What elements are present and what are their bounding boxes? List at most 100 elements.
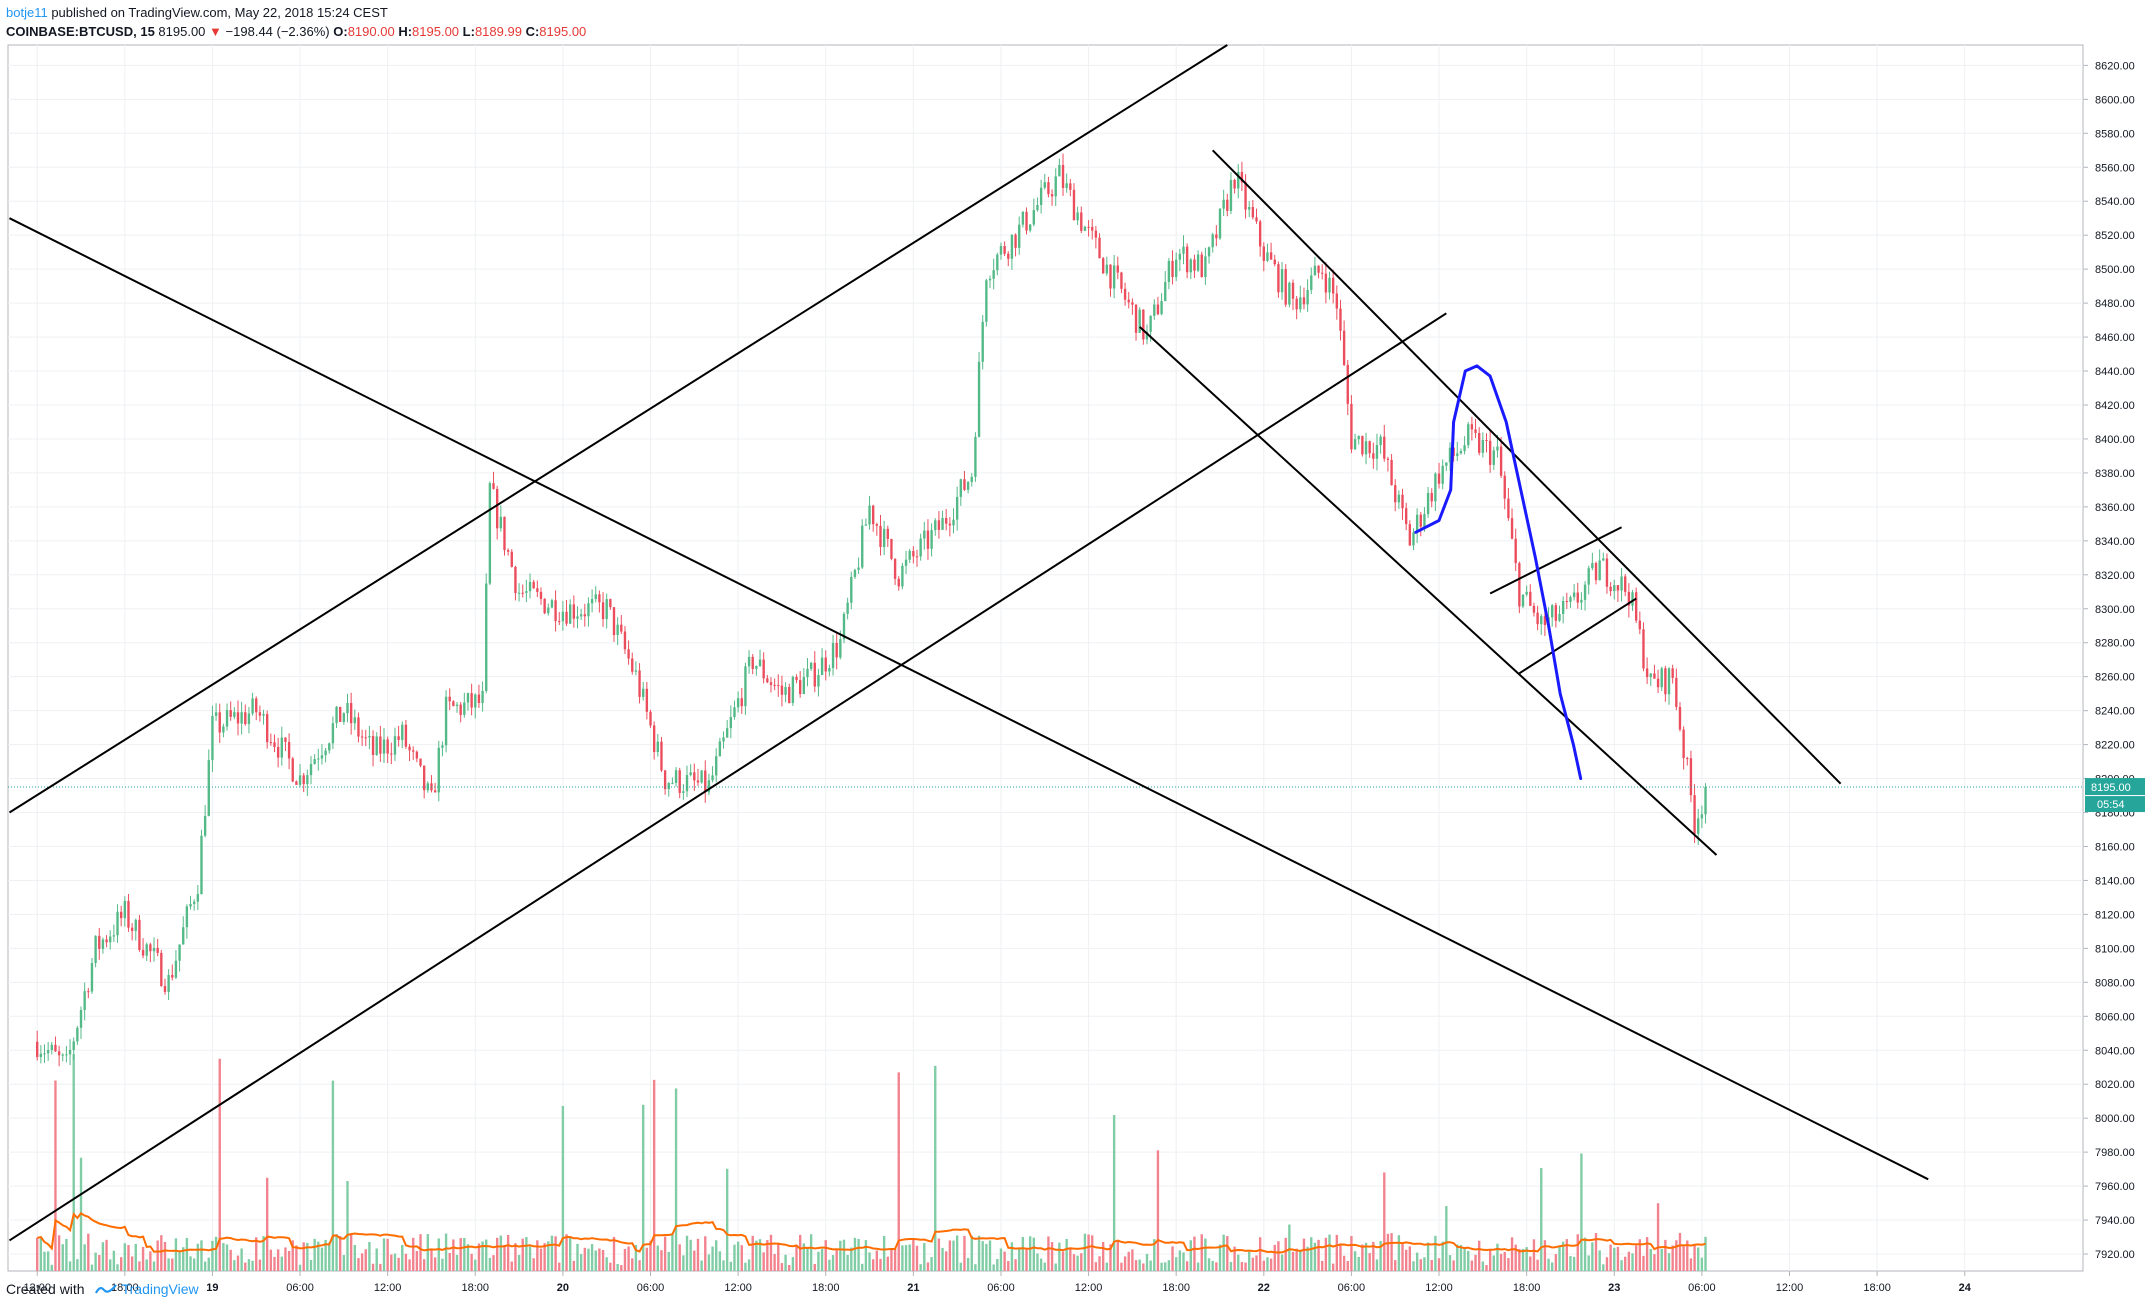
countdown-tag-text: 05:54 — [2097, 799, 2125, 811]
candle-body — [802, 677, 806, 695]
candle-body — [368, 736, 371, 738]
candle-body — [1463, 445, 1466, 452]
price-axis[interactable]: 7920.00 7940.00 7960.00 7980.00 8000.00 8020.… — [2083, 60, 2135, 1261]
volume-bar — [1109, 1244, 1112, 1271]
candle-body — [696, 780, 700, 783]
volume-bar — [156, 1240, 159, 1271]
volume-bar — [1164, 1262, 1167, 1271]
tradingview-link[interactable]: TradingView — [94, 1281, 199, 1297]
volume-bar — [1397, 1235, 1401, 1271]
candle-body — [1521, 594, 1525, 607]
candle-body — [401, 724, 404, 740]
candle-body — [1529, 591, 1532, 606]
volume-bar — [934, 1065, 937, 1271]
candle-body — [820, 657, 824, 676]
candle-body — [98, 935, 101, 949]
volume-bar — [671, 1233, 674, 1271]
time-axis[interactable]: 12:00 18:00 19 06:00 12:00 18:00 20 06:00 12:00 1… — [23, 1271, 1972, 1294]
volume-bar — [1430, 1259, 1433, 1271]
volume-bar — [901, 1245, 904, 1271]
candle-body — [897, 578, 900, 587]
volume-bar — [178, 1251, 181, 1271]
volume-bar — [744, 1262, 747, 1271]
volume-bar — [1010, 1242, 1014, 1271]
candle-body — [1682, 729, 1685, 759]
volume-bar — [287, 1251, 291, 1271]
volume-bar — [740, 1245, 743, 1271]
candle-body — [861, 525, 864, 568]
candle-body — [1255, 217, 1258, 222]
volume-bar — [481, 1241, 484, 1271]
time-tick-label: 12:00 — [23, 1282, 51, 1294]
volume-bar — [1525, 1247, 1528, 1271]
volume-bar — [207, 1257, 210, 1271]
candle-body — [1503, 475, 1506, 499]
volume-bar — [90, 1264, 94, 1271]
candle-body — [744, 666, 747, 707]
candle-body — [1028, 224, 1032, 231]
candle-body — [536, 588, 539, 592]
candle-body — [463, 702, 466, 715]
volume-bar — [1518, 1248, 1521, 1271]
candle-body — [857, 567, 860, 570]
candle-body — [1456, 453, 1459, 456]
candle-body — [1481, 440, 1485, 453]
volume-bar — [1255, 1255, 1258, 1271]
candle-body — [1043, 182, 1046, 188]
volume-bar — [1127, 1251, 1130, 1271]
candle-body — [295, 781, 298, 785]
candle-body — [1642, 629, 1645, 669]
candle-body — [612, 607, 616, 636]
candle-body — [1346, 364, 1349, 404]
candle-body — [966, 481, 970, 490]
volume-bar — [853, 1237, 857, 1271]
volume-bar — [868, 1252, 871, 1271]
volume-bar — [897, 1072, 900, 1271]
volume-bar — [1616, 1246, 1620, 1271]
volume-bar — [269, 1249, 273, 1271]
volume-bar — [1350, 1236, 1353, 1271]
volume-bar — [601, 1249, 605, 1271]
candle-body — [1101, 258, 1105, 274]
price-tick-label: 8320.00 — [2095, 570, 2135, 582]
volume-bar — [98, 1254, 101, 1271]
volume-bar — [1189, 1240, 1192, 1271]
volume-bar — [1018, 1248, 1021, 1271]
volume-bar — [1291, 1251, 1295, 1271]
volume-bar — [1072, 1254, 1076, 1271]
volume-bar — [1613, 1247, 1616, 1271]
volume-bar — [1101, 1242, 1105, 1271]
candle-body — [203, 815, 207, 836]
volume-bar — [1284, 1237, 1287, 1271]
volume-bar — [1098, 1256, 1101, 1271]
candle-body — [1065, 183, 1068, 188]
candle-body — [652, 725, 656, 753]
candle-body — [1240, 171, 1244, 183]
volume-bar — [1536, 1259, 1539, 1271]
candle-body — [992, 270, 995, 279]
candle-body — [422, 765, 426, 791]
candle-body — [747, 656, 751, 667]
candle-body — [945, 517, 948, 524]
trendline-drawings[interactable] — [8, 44, 1929, 1242]
candle-body — [594, 594, 597, 599]
time-tick-label: 12:00 — [374, 1282, 402, 1294]
volume-bar — [711, 1246, 714, 1271]
candle-body — [1145, 331, 1149, 340]
candle-body — [455, 704, 459, 706]
candle-body — [1686, 758, 1689, 760]
volume-bar — [620, 1265, 623, 1271]
price-tick-label: 8440.00 — [2095, 366, 2135, 378]
volume-bar — [1306, 1246, 1309, 1271]
author-link[interactable]: botje11 — [6, 5, 48, 20]
candle-body — [1353, 439, 1357, 450]
candle-body — [1109, 264, 1112, 289]
candle-body — [1514, 538, 1517, 564]
candle-body — [404, 724, 408, 747]
volume-bar — [638, 1260, 641, 1271]
candle-body — [806, 668, 809, 678]
volume-bar — [1138, 1259, 1141, 1271]
candle-body — [715, 756, 718, 776]
candle-body — [1211, 234, 1214, 248]
